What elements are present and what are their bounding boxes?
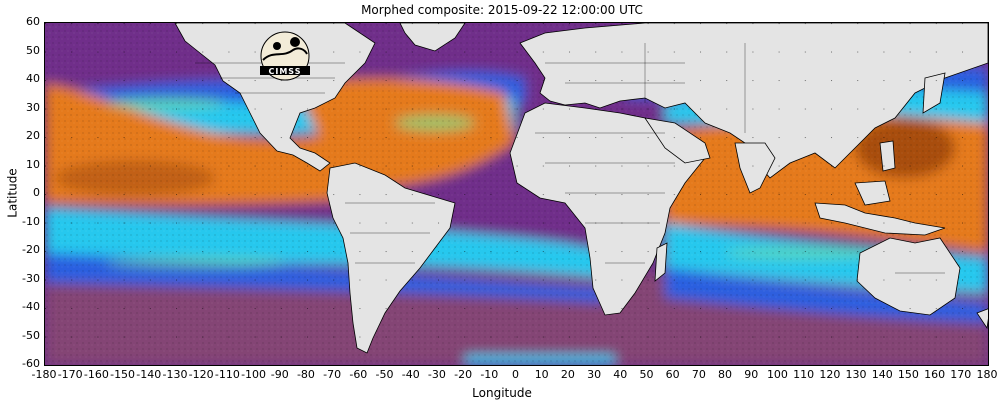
y-tick-label: -30 [22,271,40,285]
x-tick-label: 30 [587,368,602,381]
cimss-logo: CIMSS [255,28,315,83]
y-tick-label: 60 [26,15,40,28]
x-tick-label: 50 [639,368,654,381]
x-tick-label: 10 [534,368,549,381]
x-tick-label: -120 [188,368,214,381]
x-tick-label: -160 [83,368,109,381]
y-tick-label: -50 [22,328,40,342]
y-tick-label: 20 [26,129,40,142]
x-tick-label: -110 [214,368,240,381]
x-tick-label: -10 [480,368,499,381]
x-tick-label: -130 [162,368,188,381]
logo-text: CIMSS [269,67,302,76]
x-tick-label: -180 [31,368,57,381]
x-tick-label: 70 [691,368,706,381]
x-tick-label: -40 [401,368,420,381]
x-tick-label: -80 [296,368,315,381]
y-tick-label: -20 [22,243,40,256]
x-tick-label: 0 [512,368,519,381]
x-tick-label: -60 [349,368,368,381]
y-tick-label: -40 [22,300,40,313]
y-tick-label: -60 [22,357,40,370]
x-tick-label: -30 [427,368,446,381]
x-tick-label: 150 [897,368,919,381]
map-title: Morphed composite: 2015-09-22 12:00:00 U… [361,3,643,17]
x-tick-label: -170 [57,368,83,381]
x-tick-label: -90 [270,368,289,381]
x-tick-label: 110 [793,368,815,381]
x-tick-label: 60 [665,368,680,381]
x-tick-label: 20 [560,368,575,381]
x-tick-label: -100 [241,368,267,381]
x-tick-label: 120 [819,368,841,381]
x-tick-label: -140 [136,368,162,381]
x-tick-label: 160 [924,368,946,381]
x-tick-label: -20 [454,368,473,381]
y-tick-label: 30 [26,100,40,114]
y-tick-label: -10 [22,214,40,228]
x-tick-label: -70 [323,368,342,381]
precipitable-water-map [44,22,989,366]
y-tick-label: 0 [33,186,40,199]
y-tick-label: 10 [26,157,40,171]
x-tick-label: 170 [950,368,972,381]
x-tick-label: 130 [845,368,867,381]
x-tick-label: 80 [718,368,733,381]
y-tick-label: 40 [26,72,40,85]
y-tick-label: 50 [26,43,40,57]
x-tick-label: 90 [744,368,759,381]
x-axis-label: Longitude [472,386,532,400]
x-tick-label: 180 [976,368,998,381]
x-tick-label: 40 [613,368,628,381]
x-tick-label: -150 [110,368,136,381]
x-tick-label: 100 [766,368,788,381]
x-tick-label: -50 [375,368,394,381]
x-tick-label: 140 [871,368,893,381]
